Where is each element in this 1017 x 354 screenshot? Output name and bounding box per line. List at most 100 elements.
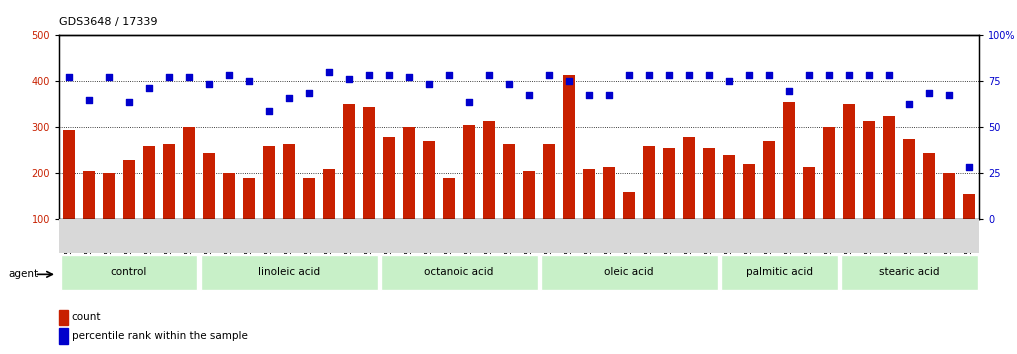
Point bbox=[821, 72, 837, 77]
Bar bbox=[243, 178, 255, 219]
Point bbox=[621, 72, 638, 77]
Bar bbox=[443, 178, 456, 219]
Point bbox=[561, 79, 578, 84]
Bar bbox=[683, 137, 696, 219]
Point bbox=[781, 88, 797, 93]
Text: octanoic acid: octanoic acid bbox=[424, 267, 494, 277]
Point bbox=[241, 79, 257, 84]
Point bbox=[841, 72, 857, 77]
Text: agent: agent bbox=[8, 269, 39, 279]
Text: palmitic acid: palmitic acid bbox=[745, 267, 813, 277]
Bar bbox=[223, 173, 235, 219]
Point bbox=[901, 102, 917, 107]
FancyBboxPatch shape bbox=[200, 255, 377, 290]
FancyBboxPatch shape bbox=[721, 255, 838, 290]
Bar bbox=[563, 74, 576, 219]
Bar bbox=[343, 104, 355, 219]
FancyBboxPatch shape bbox=[61, 255, 197, 290]
Point bbox=[361, 72, 377, 77]
Point bbox=[181, 74, 197, 80]
Bar bbox=[123, 160, 135, 219]
Point bbox=[321, 69, 338, 75]
FancyBboxPatch shape bbox=[541, 255, 718, 290]
Point bbox=[521, 92, 537, 98]
Point bbox=[601, 92, 617, 98]
Text: stearic acid: stearic acid bbox=[879, 267, 940, 277]
Point bbox=[921, 90, 938, 96]
Bar bbox=[764, 141, 775, 219]
Point bbox=[81, 97, 98, 103]
Point bbox=[581, 92, 597, 98]
Bar bbox=[463, 125, 475, 219]
Text: linoleic acid: linoleic acid bbox=[258, 267, 320, 277]
Bar bbox=[303, 178, 315, 219]
Point bbox=[721, 79, 737, 84]
Text: GDS3648 / 17339: GDS3648 / 17339 bbox=[59, 17, 158, 27]
Point bbox=[381, 72, 398, 77]
Bar bbox=[824, 127, 835, 219]
Bar bbox=[603, 166, 615, 219]
FancyBboxPatch shape bbox=[380, 255, 538, 290]
Bar bbox=[783, 102, 795, 219]
Point bbox=[801, 72, 818, 77]
Point bbox=[961, 164, 977, 169]
Point bbox=[641, 72, 657, 77]
Bar bbox=[923, 153, 936, 219]
Bar bbox=[944, 173, 955, 219]
Bar bbox=[723, 155, 735, 219]
Point bbox=[261, 108, 278, 114]
Bar bbox=[643, 146, 655, 219]
FancyBboxPatch shape bbox=[841, 255, 977, 290]
Bar bbox=[423, 141, 435, 219]
Bar bbox=[543, 143, 555, 219]
Point bbox=[281, 95, 297, 101]
Bar bbox=[503, 143, 516, 219]
Bar bbox=[963, 194, 975, 219]
Point bbox=[461, 99, 477, 105]
Bar bbox=[863, 120, 876, 219]
Bar bbox=[323, 169, 336, 219]
Text: control: control bbox=[111, 267, 147, 277]
Text: oleic acid: oleic acid bbox=[604, 267, 654, 277]
Point bbox=[661, 72, 677, 77]
Bar bbox=[383, 137, 396, 219]
Bar bbox=[903, 139, 915, 219]
Bar bbox=[363, 107, 375, 219]
Point bbox=[61, 74, 77, 80]
Bar bbox=[843, 104, 855, 219]
Point bbox=[761, 72, 777, 77]
Bar bbox=[803, 166, 816, 219]
Point bbox=[301, 90, 317, 96]
Point bbox=[141, 85, 158, 91]
Bar bbox=[884, 116, 895, 219]
Bar bbox=[83, 171, 95, 219]
Bar bbox=[59, 309, 68, 325]
Point bbox=[161, 74, 177, 80]
Point bbox=[861, 72, 878, 77]
Point bbox=[541, 72, 557, 77]
Bar bbox=[263, 146, 275, 219]
Point bbox=[501, 81, 518, 87]
Point bbox=[221, 72, 237, 77]
Bar bbox=[623, 192, 636, 219]
Text: percentile rank within the sample: percentile rank within the sample bbox=[71, 331, 247, 341]
Point bbox=[701, 72, 717, 77]
Bar bbox=[583, 169, 595, 219]
Point bbox=[421, 81, 437, 87]
Bar bbox=[103, 173, 115, 219]
Bar bbox=[483, 120, 495, 219]
Point bbox=[101, 74, 117, 80]
Bar bbox=[163, 143, 175, 219]
Point bbox=[441, 72, 458, 77]
Bar bbox=[663, 148, 675, 219]
Point bbox=[401, 74, 417, 80]
Bar bbox=[704, 148, 715, 219]
Bar bbox=[203, 153, 215, 219]
Bar bbox=[743, 164, 756, 219]
Point bbox=[121, 99, 137, 105]
Bar bbox=[283, 143, 295, 219]
Bar bbox=[183, 127, 195, 219]
Bar bbox=[523, 171, 535, 219]
Bar bbox=[59, 328, 68, 343]
Bar bbox=[403, 127, 415, 219]
